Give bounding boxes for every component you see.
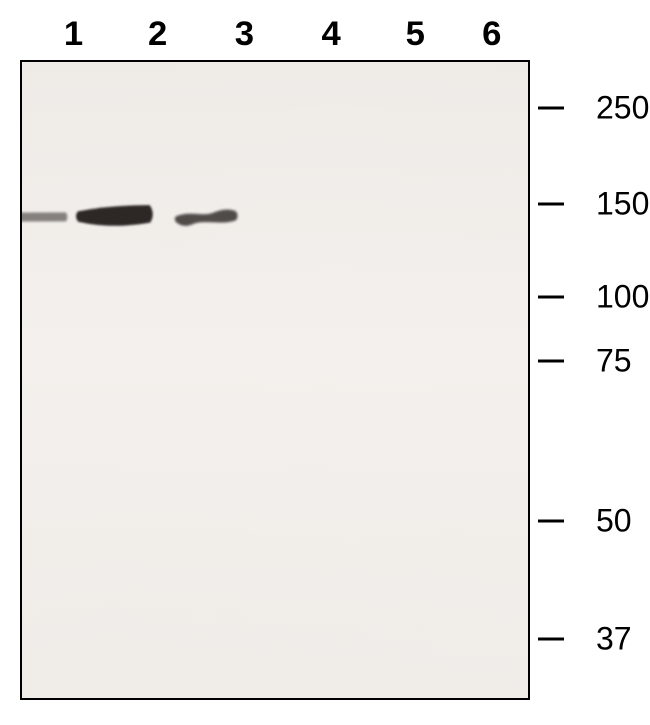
blot-frame xyxy=(20,60,530,700)
lane-label-2: 2 xyxy=(148,15,167,54)
mw-tick-50 xyxy=(538,519,564,522)
mw-label-100: 100 xyxy=(596,278,649,315)
lane-label-1: 1 xyxy=(64,15,83,54)
mw-tick-75 xyxy=(538,359,564,362)
mw-label-75: 75 xyxy=(596,342,632,379)
mw-tick-100 xyxy=(538,295,564,298)
mw-label-250: 250 xyxy=(596,90,649,127)
western-blot-figure: 1 2 3 4 5 6 250 150 100 75 50 37 xyxy=(0,0,650,725)
lane-label-3: 3 xyxy=(235,15,254,54)
mw-tick-150 xyxy=(538,203,564,206)
mw-tick-250 xyxy=(538,107,564,110)
lane-label-5: 5 xyxy=(406,15,425,54)
mw-tick-37 xyxy=(538,638,564,641)
mw-label-150: 150 xyxy=(596,186,649,223)
lane-label-4: 4 xyxy=(321,15,340,54)
lane-label-6: 6 xyxy=(482,15,501,54)
mw-label-37: 37 xyxy=(596,621,632,658)
blot-membrane xyxy=(22,62,528,698)
band-lane3 xyxy=(206,217,286,263)
mw-label-50: 50 xyxy=(596,502,632,539)
